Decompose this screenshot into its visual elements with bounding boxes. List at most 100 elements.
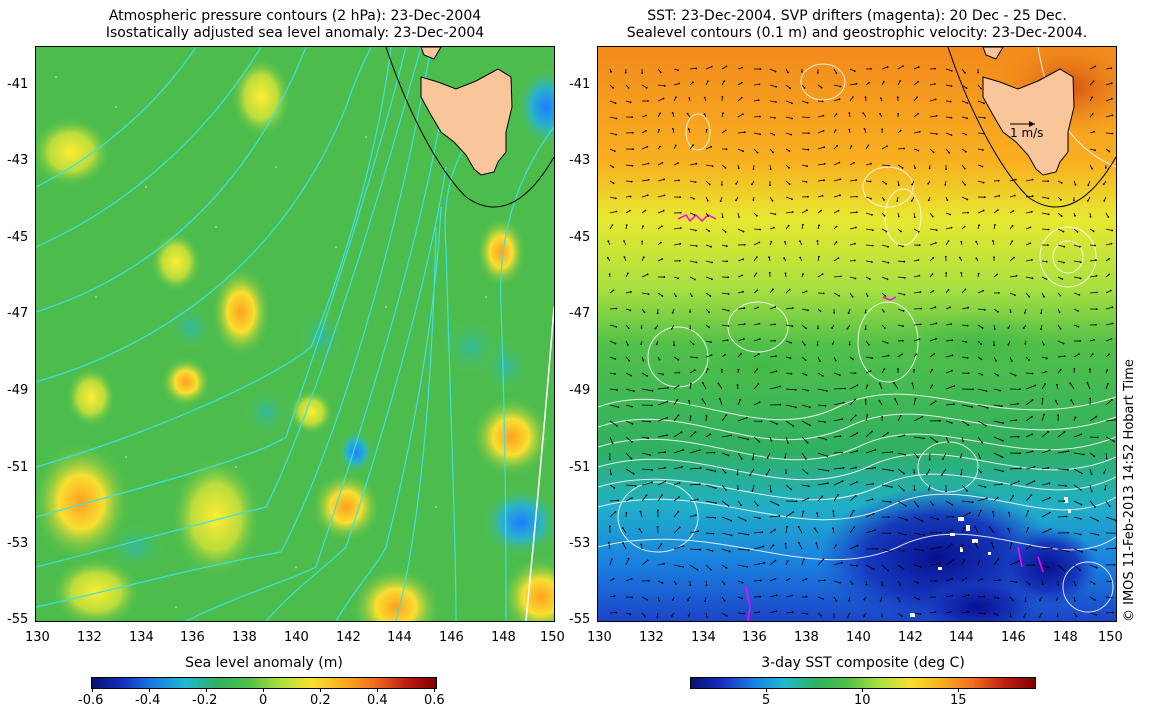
velocity-arrow-head xyxy=(1048,511,1051,514)
velocity-arrow-head xyxy=(967,306,969,309)
velocity-arrow-head xyxy=(1112,440,1115,443)
velocity-arrow xyxy=(769,560,776,566)
velocity-arrow-head xyxy=(949,306,951,309)
velocity-arrow-head xyxy=(770,439,773,442)
velocity-arrow xyxy=(801,116,809,118)
velocity-arrow-head xyxy=(664,466,666,469)
geostrophic-velocity-field xyxy=(606,65,1116,619)
velocity-arrow-head xyxy=(630,290,632,293)
velocity-arrow-head xyxy=(1002,422,1004,425)
sst-colorbar xyxy=(690,677,1036,689)
velocity-arrow-head xyxy=(641,240,644,243)
drifter-tracks xyxy=(677,213,1044,621)
velocity-arrow-head xyxy=(901,167,904,169)
velocity-arrow xyxy=(1025,179,1033,182)
velocity-arrow-head xyxy=(758,611,760,613)
right-y-tick: -45 xyxy=(569,230,591,245)
velocity-arrow-head xyxy=(917,149,920,152)
velocity-arrow-head xyxy=(1010,360,1013,362)
velocity-arrow xyxy=(801,452,807,460)
velocity-arrow-head xyxy=(711,550,714,552)
velocity-arrow-head xyxy=(893,382,895,384)
velocity-arrow-head xyxy=(1047,213,1050,216)
velocity-arrow xyxy=(817,468,829,472)
velocity-arrow-head xyxy=(758,338,761,340)
velocity-arrow-head xyxy=(1110,67,1113,69)
velocity-arrow-head xyxy=(694,181,697,184)
velocity-arrow xyxy=(721,324,729,327)
velocity-arrow-head xyxy=(786,525,788,528)
velocity-arrow-head xyxy=(959,456,962,459)
velocity-arrow-head xyxy=(963,225,966,228)
velocity-arrow-head xyxy=(820,86,823,89)
velocity-arrow-head xyxy=(915,353,918,356)
velocity-arrow-head xyxy=(917,582,919,584)
velocity-arrow-head xyxy=(802,510,805,513)
velocity-arrow xyxy=(1105,323,1113,326)
velocity-arrow xyxy=(721,484,727,491)
velocity-arrow xyxy=(753,228,761,230)
velocity-arrow-head xyxy=(835,241,838,243)
velocity-arrow xyxy=(993,388,1001,391)
velocity-arrow-head xyxy=(1048,449,1051,452)
velocity-arrow xyxy=(926,468,931,475)
velocity-arrow-head xyxy=(772,544,775,547)
velocity-arrow-head xyxy=(978,559,981,562)
velocity-arrow-head xyxy=(935,242,937,244)
velocity-arrow-head xyxy=(1031,178,1034,181)
velocity-arrow-head xyxy=(723,599,726,602)
velocity-arrow-head xyxy=(613,486,616,489)
velocity-arrow-head xyxy=(1014,294,1016,296)
velocity-arrow-head xyxy=(870,162,872,165)
velocity-arrow-head xyxy=(1040,312,1042,314)
velocity-arrow-head xyxy=(705,415,708,417)
velocity-arrow-head xyxy=(768,271,771,274)
velocity-arrow-head xyxy=(1105,457,1108,460)
velocity-arrow xyxy=(1089,66,1096,70)
velocity-arrow-head xyxy=(902,325,904,328)
velocity-arrow xyxy=(640,511,643,518)
velocity-arrow-head xyxy=(911,382,914,385)
velocity-arrow xyxy=(1041,431,1049,438)
velocity-arrow-head xyxy=(1047,431,1049,433)
velocity-arrow-head xyxy=(633,390,635,393)
velocity-arrow-head xyxy=(868,81,871,84)
velocity-arrow-head xyxy=(950,422,953,424)
velocity-arrow-head xyxy=(950,226,953,229)
velocity-arrow-head xyxy=(776,423,778,425)
velocity-arrow xyxy=(1105,98,1112,102)
velocity-arrow xyxy=(737,436,749,440)
right-x-tick: 130 xyxy=(587,630,612,645)
velocity-arrow-head xyxy=(743,307,746,310)
velocity-arrow-head xyxy=(677,162,679,164)
velocity-arrow-head xyxy=(855,211,858,214)
velocity-arrow-head xyxy=(785,472,787,474)
velocity-arrow-head xyxy=(833,616,835,618)
velocity-arrow-head xyxy=(737,368,740,371)
velocity-arrow-head xyxy=(993,344,995,347)
velocity-arrow xyxy=(1041,449,1050,454)
velocity-arrow-head xyxy=(662,97,665,100)
velocity-arrow-head xyxy=(853,259,856,262)
velocity-arrow xyxy=(977,132,985,134)
velocity-arrow-head xyxy=(945,168,947,170)
velocity-arrow-head xyxy=(856,481,858,483)
velocity-arrow xyxy=(849,83,857,86)
velocity-arrow-head xyxy=(1033,466,1036,468)
velocity-arrow-head xyxy=(934,611,937,614)
velocity-arrow xyxy=(1089,259,1096,262)
velocity-arrow xyxy=(609,404,619,408)
velocity-arrow xyxy=(1105,399,1113,406)
velocity-arrow-head xyxy=(1093,130,1095,133)
velocity-arrow-head xyxy=(757,306,759,309)
velocity-arrow-head xyxy=(913,369,915,371)
velocity-arrow-head xyxy=(710,341,712,343)
velocity-arrow xyxy=(1105,306,1113,310)
velocity-arrow-head xyxy=(740,352,743,355)
velocity-arrow-head xyxy=(1091,113,1094,115)
velocity-arrow-head xyxy=(1049,496,1051,499)
velocity-arrow xyxy=(993,579,1000,582)
right-y-tick: -55 xyxy=(569,612,591,627)
velocity-arrow-head xyxy=(774,213,777,216)
velocity-arrow-head xyxy=(983,196,986,199)
